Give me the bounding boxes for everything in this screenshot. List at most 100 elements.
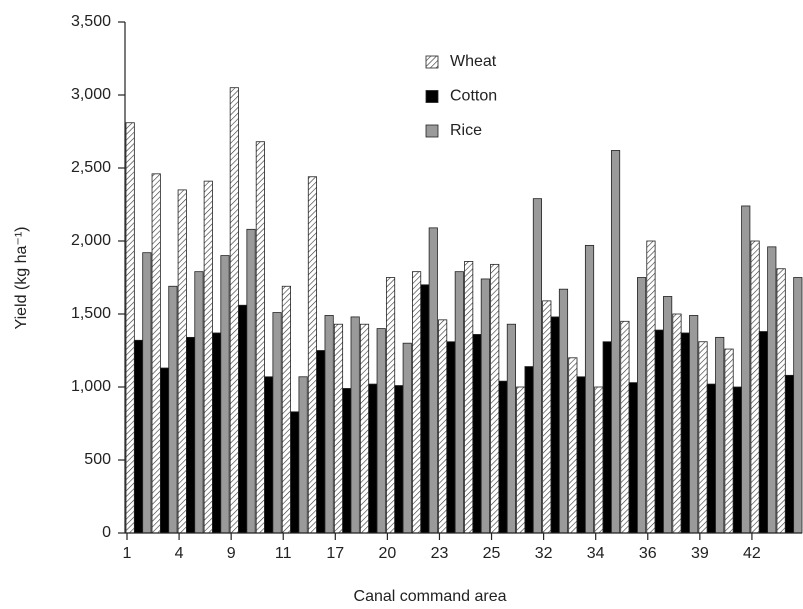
bar xyxy=(490,263,500,534)
bar xyxy=(628,382,638,534)
bar xyxy=(246,228,256,534)
x-tick-label: 36 xyxy=(639,545,657,562)
bar xyxy=(663,296,673,534)
bar xyxy=(724,348,734,534)
bar xyxy=(698,341,708,534)
bar xyxy=(550,316,560,534)
bar xyxy=(689,315,699,534)
bar xyxy=(255,141,265,534)
bar xyxy=(290,411,300,534)
bar xyxy=(264,376,274,534)
bar xyxy=(194,271,204,534)
bar xyxy=(793,277,803,534)
bar xyxy=(446,341,456,534)
bar xyxy=(610,150,621,534)
bar xyxy=(532,198,543,534)
bar xyxy=(464,261,474,534)
bar xyxy=(229,87,239,534)
bar xyxy=(576,376,586,534)
bar xyxy=(767,246,777,534)
bar xyxy=(333,323,344,534)
bar xyxy=(272,312,282,534)
bar xyxy=(620,320,630,534)
y-tick-label: 2,000 xyxy=(71,232,111,249)
x-tick-label: 17 xyxy=(326,545,344,562)
bar xyxy=(568,357,578,534)
bar xyxy=(438,319,448,534)
bar xyxy=(454,271,464,534)
bar xyxy=(524,366,534,534)
bar xyxy=(750,240,760,534)
bar xyxy=(480,278,490,534)
legend-swatch xyxy=(425,90,439,103)
bar xyxy=(516,386,526,534)
x-tick-label: 39 xyxy=(691,545,709,562)
bar xyxy=(715,336,725,534)
x-tick-label: 11 xyxy=(275,545,292,562)
bar xyxy=(281,285,291,534)
bar xyxy=(394,385,404,534)
bar xyxy=(584,244,595,534)
bar xyxy=(307,176,318,534)
bar xyxy=(220,255,230,534)
bar xyxy=(732,386,742,534)
bar xyxy=(428,227,438,534)
y-tick-label: 3,000 xyxy=(71,86,111,103)
bar xyxy=(402,342,412,534)
bar xyxy=(324,315,334,534)
x-tick-label: 23 xyxy=(431,545,449,562)
bar xyxy=(506,323,516,534)
bar xyxy=(350,316,360,534)
x-tick-label: 34 xyxy=(587,545,605,562)
y-tick-label: 3,500 xyxy=(71,13,111,30)
bar xyxy=(680,332,690,534)
x-tick-label: 25 xyxy=(483,545,501,562)
legend-swatch xyxy=(425,55,439,69)
bar xyxy=(177,189,187,534)
bar xyxy=(706,383,716,534)
bar xyxy=(125,122,135,534)
bar xyxy=(758,331,769,534)
y-tick-label: 0 xyxy=(102,524,111,541)
bar xyxy=(602,341,612,534)
bar xyxy=(342,388,352,534)
legend-label: Cotton xyxy=(450,88,497,105)
bar xyxy=(412,271,422,534)
x-tick-label: 32 xyxy=(535,545,553,562)
x-tick-label: 20 xyxy=(378,545,396,562)
x-tick-label: 9 xyxy=(227,545,236,562)
bar xyxy=(637,277,647,534)
bar xyxy=(741,205,751,534)
bar xyxy=(646,240,656,534)
bar xyxy=(368,383,378,534)
bar xyxy=(672,313,682,534)
bar xyxy=(784,374,795,534)
bar xyxy=(186,336,196,534)
legend-label: Wheat xyxy=(450,53,497,70)
y-axis-label: Yield (kg ha⁻¹) xyxy=(13,227,30,330)
bar xyxy=(159,367,170,534)
bar xyxy=(359,323,370,534)
bar xyxy=(142,252,152,534)
bar xyxy=(594,386,604,534)
x-axis-label: Canal command area xyxy=(354,588,507,605)
bar xyxy=(376,328,386,534)
y-tick-label: 1,500 xyxy=(71,305,111,322)
bar xyxy=(472,334,482,534)
legend-swatch xyxy=(425,124,439,138)
bar xyxy=(203,180,213,534)
bar xyxy=(133,339,144,534)
bar xyxy=(316,350,326,534)
bar xyxy=(542,300,552,534)
bar xyxy=(168,285,178,534)
bar xyxy=(498,380,508,534)
bar xyxy=(212,332,222,534)
bar xyxy=(385,277,396,534)
bar xyxy=(776,268,786,534)
legend-label: Rice xyxy=(450,122,482,139)
bar xyxy=(151,173,161,534)
bar xyxy=(238,304,248,534)
y-tick-label: 1,000 xyxy=(71,378,111,395)
x-tick-label: 4 xyxy=(175,545,184,562)
